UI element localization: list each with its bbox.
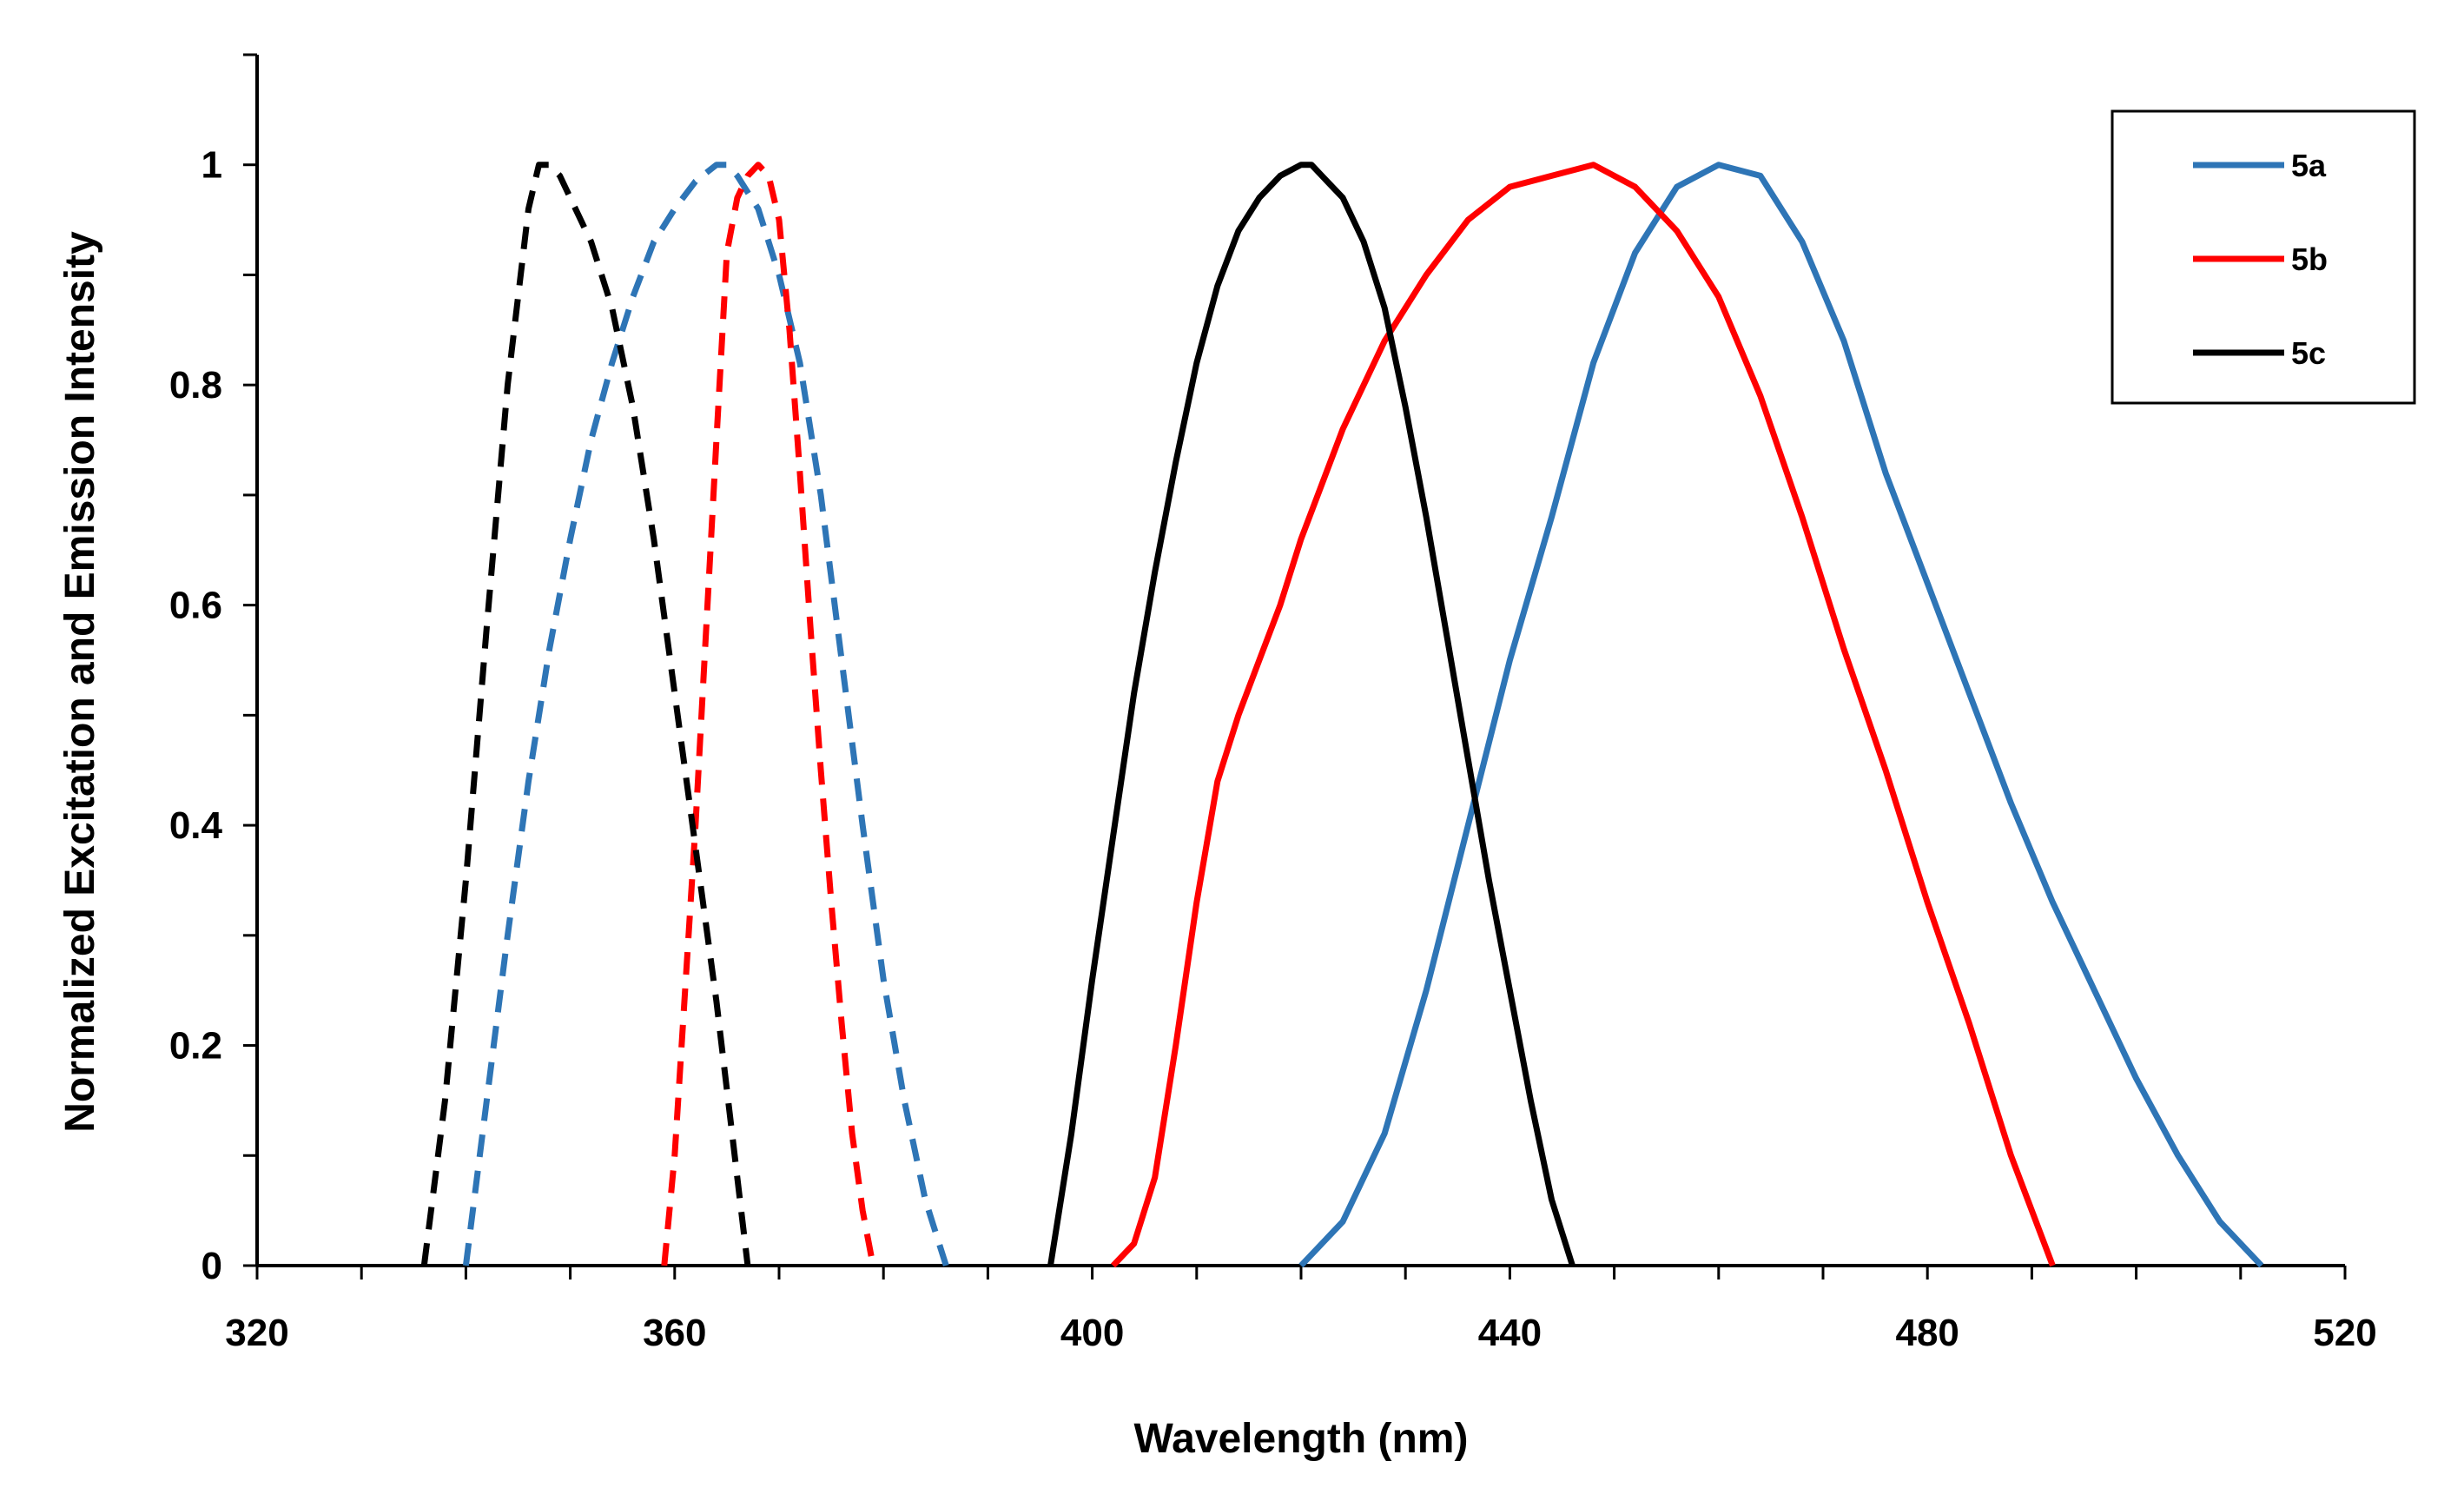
y-tick-label: 0.8 bbox=[169, 364, 222, 407]
x-tick-label: 520 bbox=[2313, 1312, 2376, 1354]
x-tick-label: 360 bbox=[643, 1312, 706, 1354]
series-line-5b-excitation bbox=[661, 162, 876, 1266]
x-tick-label: 440 bbox=[1478, 1312, 1542, 1354]
x-tick-label: 400 bbox=[1060, 1312, 1124, 1354]
y-tick-label: 0 bbox=[201, 1245, 222, 1287]
y-axis-title: Normalized Excitation and Emission Inten… bbox=[57, 231, 103, 1133]
legend: 5a 5b 5c bbox=[2111, 109, 2416, 405]
series-line-5a bbox=[1298, 162, 2264, 1268]
legend-label-5c: 5c bbox=[2291, 335, 2326, 371]
y-tick-label: 1 bbox=[201, 144, 222, 187]
series-line-5a-excitation bbox=[462, 162, 949, 1267]
y-tick-label: 0.2 bbox=[169, 1025, 222, 1068]
x-tick-label: 320 bbox=[225, 1312, 288, 1354]
legend-label-5a: 5a bbox=[2291, 148, 2327, 183]
legend-label-5b: 5b bbox=[2291, 241, 2328, 277]
series-line-5c-excitation bbox=[420, 162, 751, 1266]
plot-area: 0 0.2 0.4 0.6 0.8 1 320 360 400 440 480 520 Waveleng… bbox=[57, 53, 2416, 1462]
series-line-5b bbox=[1111, 162, 2056, 1268]
series-line-5c bbox=[1047, 162, 1576, 1267]
x-axis-title: Wavelength (nm) bbox=[1134, 1416, 1469, 1462]
x-tick-label: 480 bbox=[1895, 1312, 1959, 1354]
y-tick-label: 0.6 bbox=[169, 585, 222, 627]
y-tick-label: 0.4 bbox=[169, 804, 223, 847]
